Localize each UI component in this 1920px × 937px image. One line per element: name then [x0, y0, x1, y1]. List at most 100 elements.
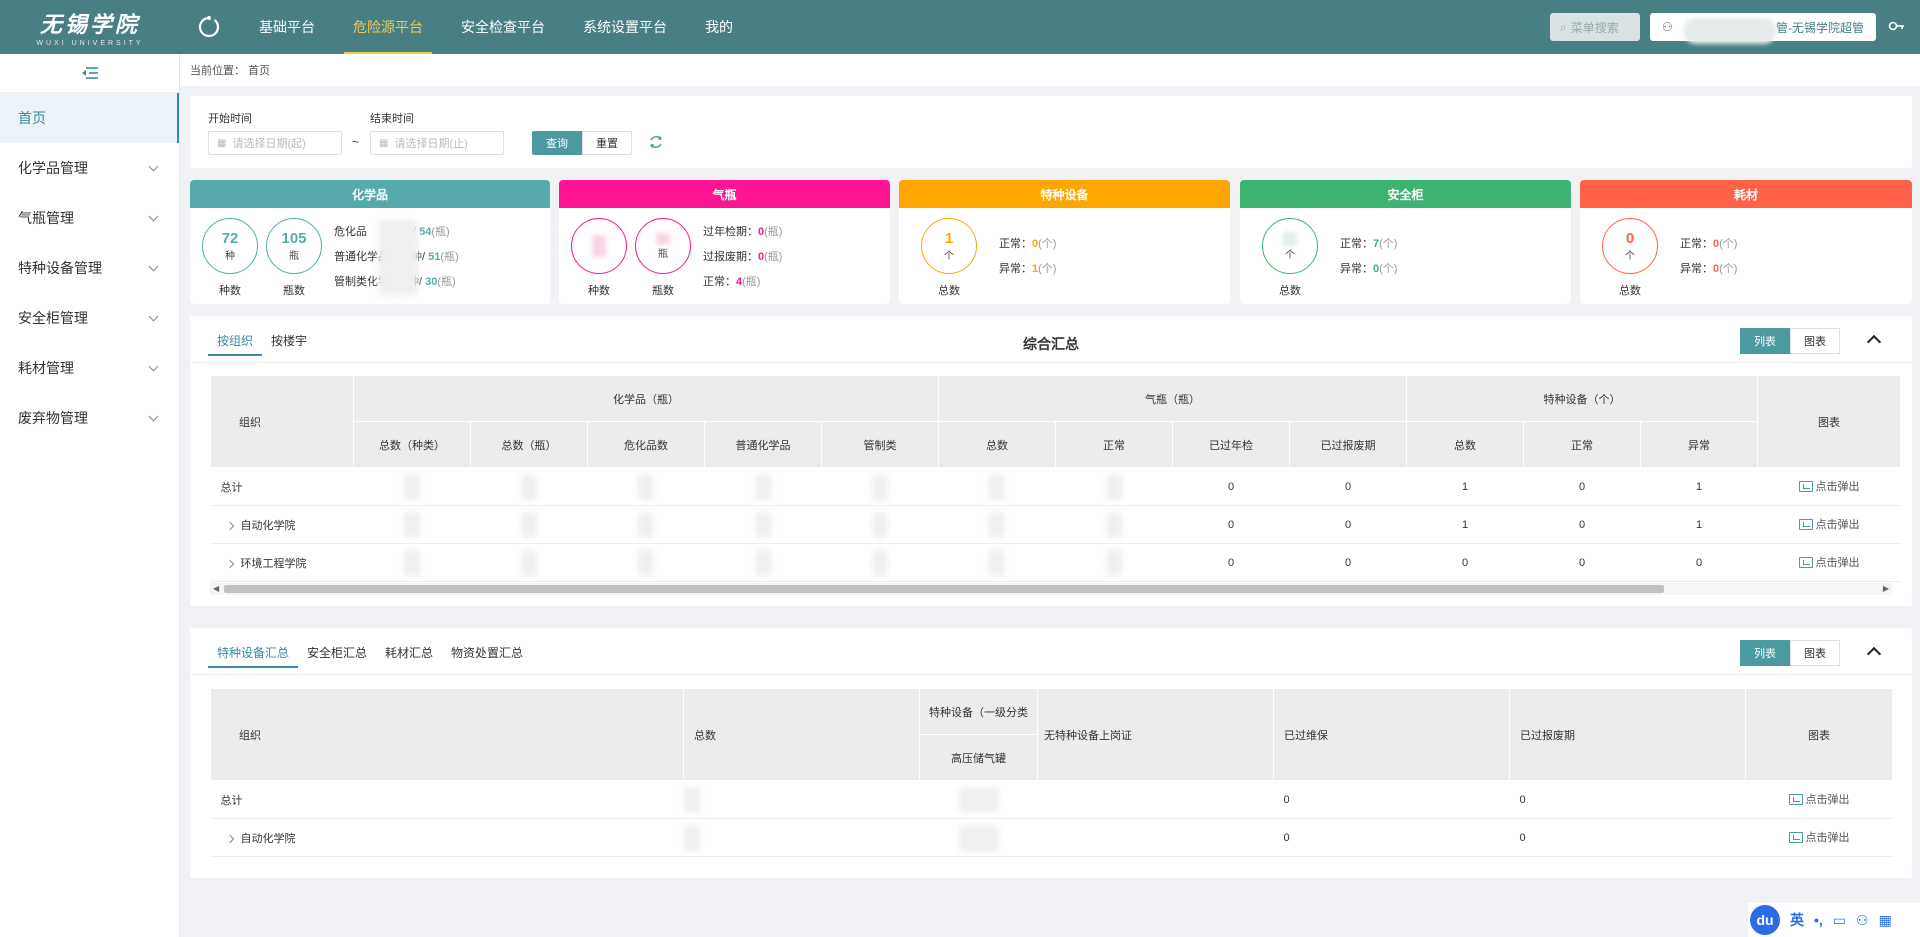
- cell-overdue-check: 0: [1172, 543, 1290, 582]
- redacted-area: [404, 549, 420, 576]
- tab-by-building[interactable]: 按楼宇: [271, 334, 308, 348]
- tab-special-summary[interactable]: 特种设备汇总: [208, 638, 299, 668]
- cell-special-total: 0: [1406, 543, 1524, 582]
- chart-popup-link[interactable]: 点击弹出: [1788, 791, 1850, 807]
- nav-basic[interactable]: 基础平台: [259, 19, 315, 35]
- chart-view-button[interactable]: 图表: [1790, 640, 1840, 666]
- nav-settings[interactable]: 系统设置平台: [583, 19, 667, 35]
- user-menu[interactable]: ⚇ 管-无锡学院超管: [1650, 13, 1876, 44]
- collapse-icon[interactable]: [1866, 644, 1880, 658]
- grid-icon[interactable]: ▦: [1878, 911, 1892, 928]
- tab-disposal-summary[interactable]: 物资处置汇总: [451, 646, 524, 660]
- query-button[interactable]: 查询: [532, 131, 582, 155]
- baidu-ime-logo[interactable]: du: [1750, 905, 1780, 935]
- chart-popup-link[interactable]: 点击弹出: [1798, 478, 1860, 494]
- chart-popup-link[interactable]: 点击弹出: [1788, 829, 1850, 845]
- user-icon[interactable]: ⚇: [1856, 911, 1869, 928]
- clipboard-icon[interactable]: ▭: [1832, 911, 1847, 928]
- special-summary-table: 组织 总数 特种设备（一级分类 无特种设备上岗证 已过维保 已过报废期 图表 高…: [210, 688, 1893, 857]
- cell-special-normal: 0: [1523, 543, 1641, 582]
- cell-overdue-scrap: 0: [1289, 543, 1407, 582]
- special-normal: 0: [1032, 238, 1039, 250]
- tab-cabinet-summary[interactable]: 安全柜汇总: [307, 646, 368, 660]
- chart-popup-link[interactable]: 点击弹出: [1798, 516, 1860, 532]
- list-view-button[interactable]: 列表: [1740, 640, 1790, 666]
- expand-icon[interactable]: [225, 834, 234, 843]
- cabinet-card-title: 安全柜: [1240, 180, 1571, 208]
- sidebar-item-gas[interactable]: 气瓶管理: [0, 193, 179, 243]
- sidebar-item-chemicals[interactable]: 化学品管理: [0, 143, 179, 193]
- sidebar-item-home[interactable]: 首页: [0, 93, 179, 143]
- special-summary-tabs: 特种设备汇总 安全柜汇总 耗材汇总 物资处置汇总: [208, 638, 532, 668]
- end-time-label: 结束时间: [370, 113, 414, 125]
- horizontal-scrollbar[interactable]: ◀ ▶: [210, 583, 1892, 595]
- start-date-input[interactable]: ▦ 请选择日期(起): [208, 131, 342, 155]
- line-unit: (瓶): [437, 276, 456, 288]
- redacted-area: [958, 786, 999, 813]
- redacted-area: [989, 549, 1006, 576]
- special-total-unit: 个: [944, 251, 954, 262]
- menu-search-input[interactable]: ⌕ 菜单搜索: [1550, 13, 1640, 41]
- list-view-button[interactable]: 列表: [1740, 328, 1790, 354]
- chemical-kinds-value: 72: [221, 230, 239, 247]
- popup-label: 点击弹出: [1805, 832, 1850, 845]
- col-group-class: 特种设备（一级分类: [919, 688, 1038, 735]
- scrollbar-thumb[interactable]: [224, 585, 1664, 593]
- expand-icon[interactable]: [225, 521, 234, 530]
- col-normal-chem: 普通化学品: [704, 421, 822, 468]
- end-date-input[interactable]: ▦ 请选择日期(止): [370, 131, 504, 155]
- chevron-down-icon: [148, 411, 159, 421]
- nav-hazard[interactable]: 危险源平台: [334, 0, 442, 54]
- gas-card-title: 气瓶: [559, 180, 890, 208]
- ime-language-toggle[interactable]: 英: [1790, 912, 1804, 928]
- expand-icon[interactable]: [225, 559, 234, 568]
- summary-panel: 按组织 按楼宇 综合汇总 列表 图表 组织 化学品（瓶） 气瓶（瓶） 特种设备（…: [190, 316, 1912, 606]
- sidebar-item-label: 特种设备管理: [18, 260, 102, 276]
- chart-popup-link[interactable]: 点击弹出: [1798, 554, 1860, 570]
- redacted-area: [1106, 511, 1123, 538]
- line-unit: (瓶): [431, 226, 450, 238]
- punctuation-icon[interactable]: •,: [1814, 912, 1823, 928]
- sidebar-item-consumables[interactable]: 耗材管理: [0, 343, 179, 393]
- sidebar-toggle[interactable]: [0, 54, 179, 93]
- reset-button[interactable]: 重置: [582, 131, 632, 155]
- chevron-down-icon: [148, 361, 159, 371]
- consumable-card-title: 耗材: [1580, 180, 1912, 208]
- loading-icon[interactable]: [196, 14, 222, 40]
- tab-consumable-summary[interactable]: 耗材汇总: [385, 646, 434, 660]
- cabinet-total-circle: 个: [1262, 218, 1318, 274]
- gas-bottles-unit: 瓶: [658, 248, 668, 260]
- hazard-chem-bottles: 54: [419, 226, 432, 238]
- redacted-area: [1684, 18, 1776, 44]
- nav-safety-check[interactable]: 安全检查平台: [461, 19, 545, 35]
- nav-mine[interactable]: 我的: [705, 19, 733, 35]
- key-icon[interactable]: [1888, 19, 1906, 36]
- table-row: 环境工程学院 0 0 0 0 0 点击弹出: [210, 543, 1901, 582]
- cell-maint: 0: [1273, 818, 1510, 857]
- sidebar-item-special-equipment[interactable]: 特种设备管理: [0, 243, 179, 293]
- redacted-area: [872, 549, 889, 576]
- line-label: 异常：: [1340, 263, 1373, 275]
- menu-search-placeholder: 菜单搜索: [1570, 20, 1619, 35]
- redacted-area: [755, 549, 771, 576]
- scroll-right-icon[interactable]: ▶: [1882, 584, 1889, 593]
- redacted-area: [378, 220, 418, 296]
- consumable-card: 耗材 0 个 总数 正常：0(个) 异常：0(个): [1580, 180, 1912, 304]
- special-total-circle: 1 个: [921, 218, 977, 274]
- line-label: 异常：: [999, 263, 1032, 275]
- scroll-left-icon[interactable]: ◀: [213, 584, 220, 593]
- sidebar-item-waste[interactable]: 废弃物管理: [0, 393, 179, 443]
- sidebar-item-cabinet[interactable]: 安全柜管理: [0, 293, 179, 343]
- redacted-area: [592, 235, 606, 257]
- consumable-abnormal: 0: [1713, 263, 1720, 275]
- divider: [190, 362, 1912, 363]
- line-label: 普通化学品: [334, 251, 389, 263]
- refresh-icon[interactable]: [648, 134, 666, 152]
- consumable-total-circle: 0 个: [1602, 218, 1658, 274]
- collapse-icon[interactable]: [1866, 332, 1880, 346]
- user-name: 管-无锡学院超管: [1776, 20, 1864, 35]
- chart-view-button[interactable]: 图表: [1790, 328, 1840, 354]
- tab-by-org[interactable]: 按组织: [208, 326, 263, 356]
- sidebar-item-label: 首页: [18, 110, 46, 126]
- col-chart: 图表: [1745, 688, 1893, 781]
